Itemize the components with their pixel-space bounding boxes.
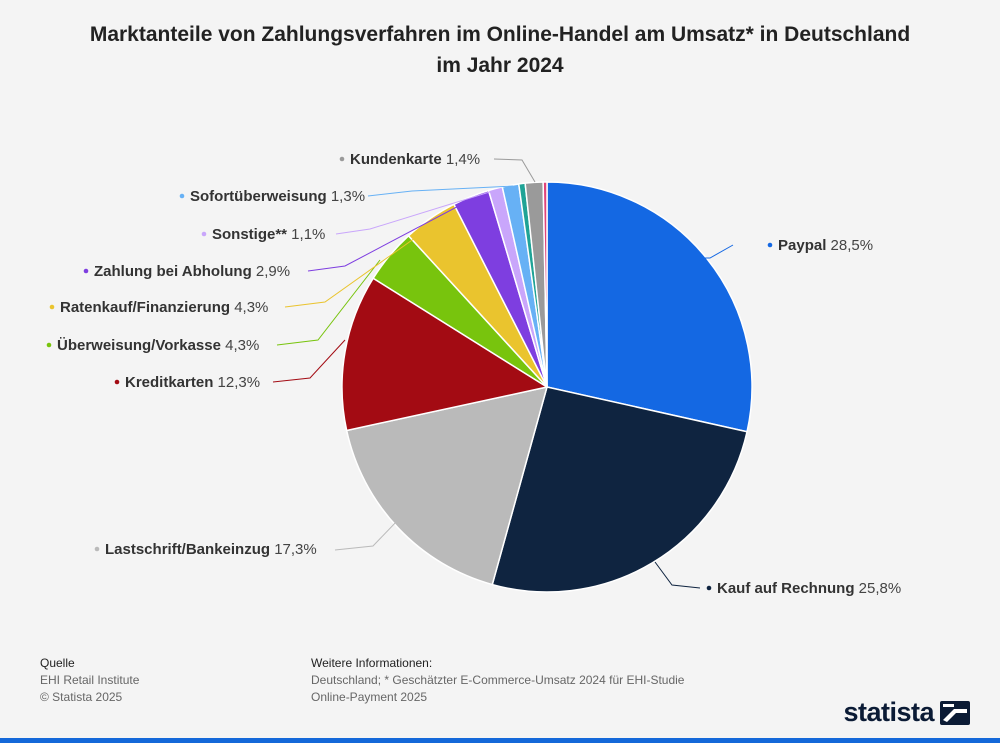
slice-label-value: 17,3% (270, 541, 317, 558)
pie-slice-unlabeled-11[interactable] (542, 181, 548, 388)
legend-dot (94, 546, 100, 552)
connector-line (284, 237, 416, 308)
slice-label-name: Zahlung bei Abholung (94, 263, 252, 280)
chart-title: Marktanteile von Zahlungsverfahren im On… (40, 19, 960, 81)
bottom-accent-bar (0, 738, 1000, 743)
pie-slice-lastschrift-bankeinzug[interactable] (345, 386, 549, 586)
connector-line (272, 339, 346, 383)
copyright-line: © Statista 2025 (40, 690, 123, 704)
connector-line (276, 259, 381, 346)
logo-text: statista (843, 697, 934, 727)
slice-label: Überweisung/Vorkasse 4,3% (57, 337, 259, 354)
slice-label-value: 1,1% (287, 226, 325, 243)
info-line: Online-Payment 2025 (311, 690, 428, 704)
slice-label-value: 28,5% (826, 237, 873, 254)
pie-slice-paypal[interactable] (546, 181, 753, 433)
connector-line (493, 158, 536, 183)
slice-label-value: 25,8% (855, 580, 902, 597)
legend-dot (339, 156, 345, 162)
slice-label-value: 2,9% (252, 263, 290, 280)
legend-dot (83, 268, 89, 274)
legend-dot (46, 342, 52, 348)
source-heading: Quelle (40, 656, 75, 670)
info-line: Deutschland; * Geschätzter E-Commerce-Um… (311, 673, 685, 687)
slice-label-name: Kundenkarte (350, 151, 442, 168)
slice-label-name: Sonstige** (212, 226, 287, 243)
slice-label-name: Paypal (778, 237, 826, 254)
connector-line (703, 244, 734, 259)
slice-label-name: Ratenkauf/Finanzierung (60, 299, 230, 316)
slice-label-value: 4,3% (221, 337, 259, 354)
connector-line (334, 519, 399, 551)
chart-title-line-1: Marktanteile von Zahlungsverfahren im On… (89, 23, 911, 46)
connector-line (307, 199, 471, 272)
slice-label-value: 12,3% (213, 374, 260, 391)
slice-label: Zahlung bei Abholung 2,9% (94, 263, 290, 280)
legend-dot (49, 304, 55, 310)
legend-dot (201, 231, 207, 237)
pie-slice-kauf-auf-rechnung[interactable] (491, 386, 748, 593)
slice-label: Sofortüberweisung 1,3% (190, 188, 365, 205)
statista-logo[interactable]: statista (843, 697, 970, 728)
legend-dot (767, 242, 773, 248)
info-heading: Weitere Informationen: (311, 656, 433, 670)
slice-label: Ratenkauf/Finanzierung 4,3% (60, 299, 268, 316)
slice-label: Paypal 28,5% (778, 237, 873, 254)
chart-title-line-2: im Jahr 2024 (436, 54, 564, 77)
pie-slice-kreditkarten[interactable] (341, 277, 549, 432)
slice-label-value: 1,4% (442, 151, 480, 168)
connector-line (335, 189, 497, 235)
connector-line (367, 185, 514, 197)
logo-icon (940, 700, 970, 725)
legend-dot (179, 193, 185, 199)
slice-label-name: Sofortüberweisung (190, 188, 327, 205)
source-line[interactable]: EHI Retail Institute (40, 673, 140, 687)
connector-line (654, 561, 701, 589)
legend-dot (114, 379, 120, 385)
slice-label-value: 4,3% (230, 299, 268, 316)
slice-label-name: Kauf auf Rechnung (717, 580, 855, 597)
pie-chart: Paypal 28,5% Kauf auf Rechnung 25,8% Lasts… (46, 151, 901, 597)
slice-label: Kreditkarten 12,3% (125, 374, 260, 391)
slice-label: Kauf auf Rechnung 25,8% (717, 580, 901, 597)
legend-dot (706, 585, 712, 591)
slice-label-name: Überweisung/Vorkasse (57, 337, 221, 354)
slice-label-value: 1,3% (327, 188, 365, 205)
slice-label: Sonstige** 1,1% (212, 226, 325, 243)
slice-label-name: Lastschrift/Bankeinzug (105, 541, 270, 558)
slice-label: Lastschrift/Bankeinzug 17,3% (105, 541, 317, 558)
slice-label: Kundenkarte 1,4% (350, 151, 480, 168)
source-block: Quelle EHI Retail Institute © Statista 2… (40, 655, 139, 706)
slice-label-name: Kreditkarten (125, 374, 213, 391)
info-block: Weitere Informationen: Deutschland; * Ge… (311, 655, 731, 706)
